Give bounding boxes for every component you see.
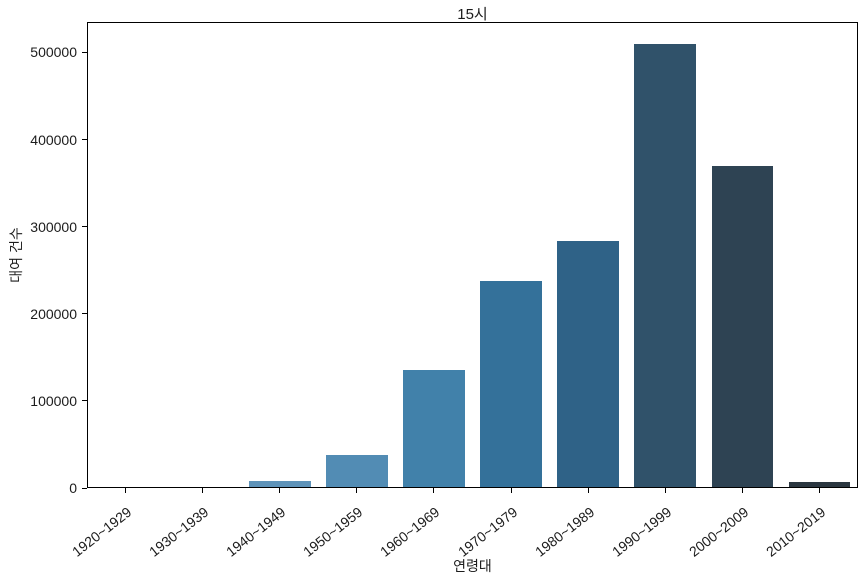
bar-1950~1959 xyxy=(326,454,388,487)
bar-1970~1979 xyxy=(480,280,542,487)
x-tick-mark xyxy=(510,488,512,493)
x-tick-mark xyxy=(818,488,820,493)
y-tick-label: 300000 xyxy=(30,218,77,235)
x-tick-mark xyxy=(433,488,435,493)
bar-2000~2009 xyxy=(711,166,774,487)
bar-2010~2019 xyxy=(788,481,851,487)
x-tick-label: 1990~1999 xyxy=(608,503,675,560)
y-tick-mark xyxy=(82,487,87,489)
y-tick-label: 200000 xyxy=(30,305,77,322)
x-axis-label: 연령대 xyxy=(453,558,492,574)
x-tick-label: 1920~1929 xyxy=(69,503,135,560)
x-tick-label: 1970~1979 xyxy=(454,503,520,560)
bar-1940~1949 xyxy=(248,480,311,487)
x-tick-mark xyxy=(202,488,204,493)
y-tick-mark xyxy=(82,226,87,228)
bar-1990~1999 xyxy=(634,43,697,487)
x-tick-mark xyxy=(741,488,743,493)
x-tick-mark xyxy=(125,488,127,493)
x-tick-mark xyxy=(279,488,281,493)
y-tick-label: 500000 xyxy=(30,44,77,61)
x-tick-label: 1930~1939 xyxy=(146,503,212,560)
x-tick-mark xyxy=(587,488,589,493)
y-axis-label: 대여 건수 xyxy=(8,227,24,283)
y-tick-mark xyxy=(82,51,87,53)
y-tick-label: 100000 xyxy=(30,392,77,409)
x-tick-mark xyxy=(664,488,666,493)
x-tick-label: 1960~1969 xyxy=(377,503,443,560)
y-tick-mark xyxy=(82,313,87,315)
y-tick-label: 400000 xyxy=(30,131,77,148)
x-tick-label: 2010~2019 xyxy=(762,503,829,560)
plot-area xyxy=(87,22,858,488)
bar-1980~1989 xyxy=(557,240,619,487)
y-tick-mark xyxy=(82,139,87,141)
x-tick-mark xyxy=(356,488,358,493)
chart-title: 15시 xyxy=(457,6,488,23)
bar-1960~1969 xyxy=(403,370,465,487)
x-tick-label: 1950~1959 xyxy=(300,503,366,560)
y-tick-label: 0 xyxy=(69,480,77,496)
x-tick-label: 2000~2009 xyxy=(685,503,752,560)
x-tick-label: 1940~1949 xyxy=(223,503,289,560)
x-tick-label: 1980~1989 xyxy=(531,503,598,560)
y-tick-mark xyxy=(82,400,87,402)
